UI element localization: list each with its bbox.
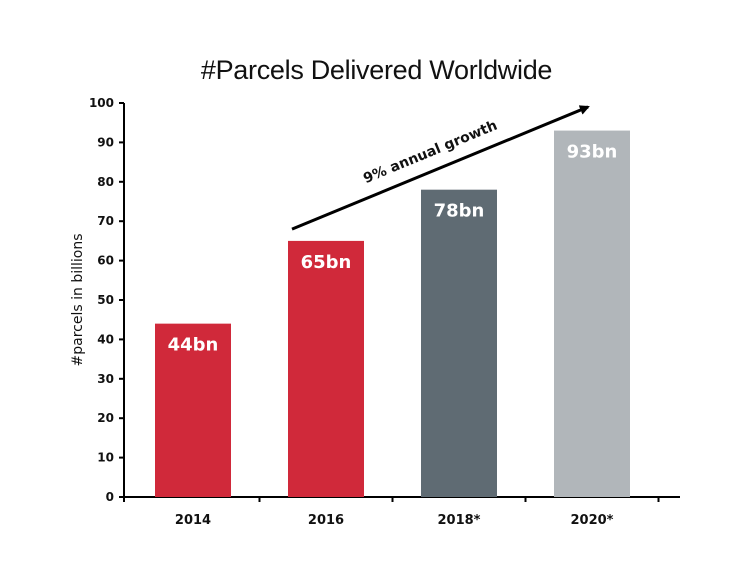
y-tick-label: 20 [97,411,114,425]
y-tick-label: 10 [97,451,114,465]
y-axis: 0 10 20 30 40 50 60 70 80 90 100 [89,96,125,504]
y-tick-label: 60 [97,254,114,268]
bar-value-label: 65bn [301,252,352,273]
y-tick-label: 40 [97,332,114,346]
y-tick-label: 50 [97,293,114,307]
x-tick-label: 2016 [308,513,344,528]
y-tick-label: 80 [97,175,114,189]
growth-arrow [291,105,590,231]
y-tick-label: 90 [97,135,114,149]
x-tick-label: 2020* [571,513,614,528]
bar-value-label: 44bn [168,335,219,356]
bar [155,323,231,497]
x-tick-label: 2014 [175,513,211,528]
bar [421,189,497,497]
y-tick-label: 0 [106,490,114,504]
bar [288,240,364,497]
bar [554,130,630,497]
y-tick-label: 30 [97,372,114,386]
bar-value-label: 93bn [567,142,618,163]
y-tick-label: 100 [89,96,114,110]
y-axis-label: #parcels in billions [70,234,86,367]
x-tick-label: 2018* [438,513,481,528]
bars: 44bn 65bn 78bn 93bn [155,130,630,497]
bar-value-label: 78bn [434,201,485,222]
chart-title: #Parcels Delivered Worldwide [200,55,553,85]
x-axis: 2014 2016 2018* 2020* [123,496,680,528]
y-tick-label: 70 [97,214,114,228]
